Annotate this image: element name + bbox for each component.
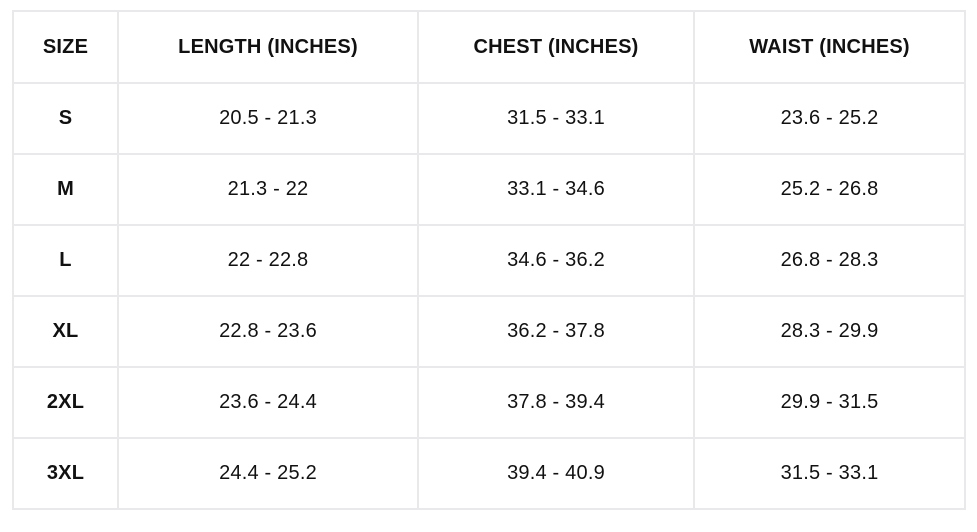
header-row: SIZE LENGTH (INCHES) CHEST (INCHES) WAIS… xyxy=(12,10,966,84)
waist-cell: 26.8 - 28.3 xyxy=(693,224,966,297)
table-row: XL 22.8 - 23.6 36.2 - 37.8 28.3 - 29.9 xyxy=(12,295,966,368)
size-cell: 2XL xyxy=(12,366,119,439)
column-header-length: LENGTH (INCHES) xyxy=(117,10,419,84)
length-cell: 24.4 - 25.2 xyxy=(117,437,419,510)
waist-cell: 28.3 - 29.9 xyxy=(693,295,966,368)
length-cell: 23.6 - 24.4 xyxy=(117,366,419,439)
chest-cell: 36.2 - 37.8 xyxy=(417,295,695,368)
length-cell: 22 - 22.8 xyxy=(117,224,419,297)
column-header-chest: CHEST (INCHES) xyxy=(417,10,695,84)
size-cell: M xyxy=(12,153,119,226)
size-chart-table: SIZE LENGTH (INCHES) CHEST (INCHES) WAIS… xyxy=(12,10,966,510)
table-row: S 20.5 - 21.3 31.5 - 33.1 23.6 - 25.2 xyxy=(12,82,966,155)
size-cell: S xyxy=(12,82,119,155)
table-row: M 21.3 - 22 33.1 - 34.6 25.2 - 26.8 xyxy=(12,153,966,226)
waist-cell: 29.9 - 31.5 xyxy=(693,366,966,439)
column-header-waist: WAIST (INCHES) xyxy=(693,10,966,84)
waist-cell: 31.5 - 33.1 xyxy=(693,437,966,510)
table-row: 3XL 24.4 - 25.2 39.4 - 40.9 31.5 - 33.1 xyxy=(12,437,966,510)
waist-cell: 25.2 - 26.8 xyxy=(693,153,966,226)
size-cell: 3XL xyxy=(12,437,119,510)
length-cell: 21.3 - 22 xyxy=(117,153,419,226)
chest-cell: 37.8 - 39.4 xyxy=(417,366,695,439)
size-cell: XL xyxy=(12,295,119,368)
waist-cell: 23.6 - 25.2 xyxy=(693,82,966,155)
chest-cell: 33.1 - 34.6 xyxy=(417,153,695,226)
chest-cell: 34.6 - 36.2 xyxy=(417,224,695,297)
size-cell: L xyxy=(12,224,119,297)
length-cell: 20.5 - 21.3 xyxy=(117,82,419,155)
chest-cell: 39.4 - 40.9 xyxy=(417,437,695,510)
chest-cell: 31.5 - 33.1 xyxy=(417,82,695,155)
length-cell: 22.8 - 23.6 xyxy=(117,295,419,368)
column-header-size: SIZE xyxy=(12,10,119,84)
table-row: L 22 - 22.8 34.6 - 36.2 26.8 - 28.3 xyxy=(12,224,966,297)
table-row: 2XL 23.6 - 24.4 37.8 - 39.4 29.9 - 31.5 xyxy=(12,366,966,439)
